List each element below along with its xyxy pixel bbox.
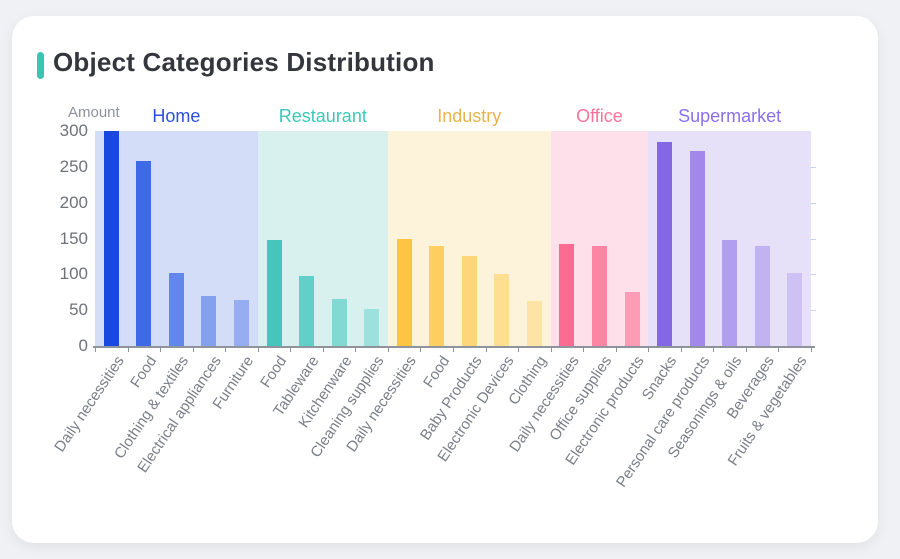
bar[interactable] bbox=[266, 239, 282, 346]
title-accent-bar bbox=[37, 52, 44, 79]
bar[interactable] bbox=[494, 274, 510, 346]
bar[interactable] bbox=[787, 272, 803, 346]
bar[interactable] bbox=[168, 272, 184, 346]
chart-title: Object Categories Distribution bbox=[53, 47, 435, 77]
bar[interactable] bbox=[233, 300, 249, 346]
x-axis-tick bbox=[387, 346, 389, 352]
right-axis-tick bbox=[811, 310, 816, 312]
x-axis-tick bbox=[583, 346, 585, 352]
bar[interactable] bbox=[103, 131, 119, 346]
x-axis-tick bbox=[225, 346, 227, 352]
bar[interactable] bbox=[396, 238, 412, 346]
bar[interactable] bbox=[364, 309, 380, 346]
right-axis-tick bbox=[811, 274, 816, 276]
x-axis-tick bbox=[290, 346, 292, 352]
x-axis-tick bbox=[257, 346, 259, 352]
bar[interactable] bbox=[331, 299, 347, 346]
y-axis-tick-label: 250 bbox=[59, 156, 88, 176]
y-axis-tick-label: 0 bbox=[78, 336, 88, 355]
bar[interactable] bbox=[689, 151, 705, 346]
group-label-office: Office bbox=[576, 106, 623, 126]
x-axis-tick bbox=[518, 346, 520, 352]
y-axis-tick-label: 150 bbox=[59, 228, 88, 248]
group-label-restaurant: Restaurant bbox=[278, 106, 367, 126]
x-axis-line bbox=[93, 346, 815, 348]
right-axis-tick bbox=[811, 166, 816, 168]
bar[interactable] bbox=[136, 161, 152, 346]
x-axis-tick bbox=[322, 346, 324, 352]
group-label-supermarket: Supermarket bbox=[678, 106, 782, 126]
bar[interactable] bbox=[201, 295, 217, 346]
x-axis-tick-label: Daily necessities bbox=[50, 353, 128, 456]
group-label-home: Home bbox=[152, 106, 201, 126]
x-axis-tick bbox=[778, 346, 780, 352]
x-axis-tick bbox=[95, 346, 96, 352]
x-axis-tick bbox=[745, 346, 747, 352]
x-axis-tick bbox=[355, 346, 357, 352]
bar[interactable] bbox=[299, 276, 315, 346]
bar[interactable] bbox=[429, 246, 445, 346]
x-axis-tick bbox=[420, 346, 422, 352]
y-axis-tick-label: 200 bbox=[59, 192, 88, 212]
x-axis-tick bbox=[192, 346, 194, 352]
x-axis-tick bbox=[550, 346, 552, 352]
y-axis-title: Amount bbox=[68, 104, 120, 121]
bar[interactable] bbox=[591, 246, 607, 346]
x-axis-tick bbox=[485, 346, 487, 352]
group-label-industry: Industry bbox=[437, 106, 502, 126]
right-axis-tick bbox=[811, 238, 816, 240]
x-axis-tick bbox=[615, 346, 617, 352]
x-axis-tick bbox=[453, 346, 454, 352]
x-axis-tick bbox=[648, 346, 650, 352]
bar[interactable] bbox=[526, 300, 542, 346]
right-axis-tick bbox=[811, 202, 816, 204]
x-axis-tick bbox=[160, 346, 162, 352]
x-axis-tick bbox=[680, 346, 682, 352]
x-axis-tick bbox=[713, 346, 715, 352]
x-axis-tick bbox=[127, 346, 129, 352]
bar[interactable] bbox=[559, 244, 575, 346]
bar[interactable] bbox=[722, 239, 738, 346]
x-axis-tick bbox=[811, 346, 812, 352]
y-axis-tick-label: 50 bbox=[69, 300, 88, 320]
bar[interactable] bbox=[754, 245, 770, 346]
bar[interactable] bbox=[461, 255, 477, 346]
y-axis-tick-label: 100 bbox=[59, 264, 88, 284]
bar[interactable] bbox=[657, 141, 673, 346]
y-axis-tick-label: 300 bbox=[59, 121, 88, 140]
bar[interactable] bbox=[624, 292, 640, 346]
